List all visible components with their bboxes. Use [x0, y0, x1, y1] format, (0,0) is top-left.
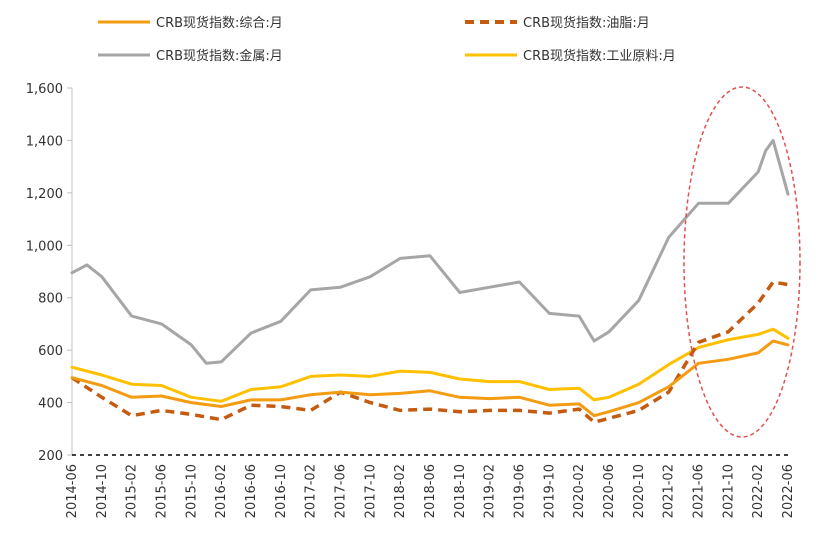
- x-tick-label: 2015-02: [125, 464, 140, 518]
- x-tick-label: 2014-06: [65, 464, 80, 518]
- x-tick-label: 2021-02: [662, 464, 677, 518]
- x-tick-label: 2020-06: [602, 464, 617, 518]
- x-tick-label: 2021-10: [721, 464, 736, 518]
- x-tick-label: 2018-10: [453, 464, 468, 518]
- x-tick-label: 2022-02: [751, 464, 766, 518]
- series-line-4: [70, 327, 790, 403]
- x-tick-label: 2019-06: [513, 464, 528, 518]
- x-tick-label: 2020-10: [632, 464, 647, 518]
- y-tick-label: 1,600: [26, 82, 63, 97]
- x-tick-label: 2019-10: [542, 464, 557, 518]
- y-tick-label: 1,400: [26, 134, 63, 149]
- x-tick-label: 2015-10: [184, 464, 199, 518]
- legend-label-3: CRB现货指数:金属:月: [156, 48, 283, 64]
- x-tick-label: 2021-06: [692, 464, 707, 518]
- x-tick-label: 2017-02: [304, 464, 319, 518]
- x-tick-label: 2018-02: [393, 464, 408, 518]
- legend-label-4: CRB现货指数:工业原料:月: [523, 48, 676, 64]
- y-axis: 200 400 600 800 1,000 1,200 1,400 1,600: [26, 82, 73, 464]
- x-tick-label: 2014-10: [95, 464, 110, 518]
- x-axis: 2014-06 2014-10 2015-02 2015-06 2015-10 2016-…: [65, 454, 796, 518]
- legend-label-1: CRB现货指数:综合:月: [156, 15, 283, 31]
- x-tick-label: 2017-10: [363, 464, 378, 518]
- legend: CRB现货指数:综合:月 CRB现货指数:油脂:月 CRB现货指数:金属:月 CRB现…: [98, 15, 676, 64]
- x-tick-label: 2018-06: [423, 464, 438, 518]
- y-tick-label: 800: [38, 292, 63, 307]
- x-tick-label: 2020-02: [572, 464, 587, 518]
- series-line-3: [70, 138, 790, 365]
- x-tick-label: 2022-06: [781, 464, 796, 518]
- series-layer: [70, 138, 790, 424]
- series-line-2: [71, 280, 789, 424]
- x-tick-label: 2016-06: [244, 464, 259, 518]
- x-tick-label: 2019-02: [483, 464, 498, 518]
- y-tick-label: 1,000: [26, 239, 63, 254]
- x-tick-label: 2016-02: [214, 464, 229, 518]
- x-tick-label: 2016-10: [274, 464, 289, 518]
- series-line-1: [70, 339, 790, 418]
- y-tick-label: 600: [38, 344, 63, 359]
- highlight-ellipse: [683, 86, 801, 438]
- x-tick-label: 2017-06: [334, 464, 349, 518]
- y-tick-label: 1,200: [26, 187, 63, 202]
- legend-label-2: CRB现货指数:油脂:月: [523, 15, 650, 31]
- x-tick-label: 2015-06: [155, 464, 170, 518]
- y-tick-label: 200: [38, 449, 63, 464]
- y-tick-label: 400: [38, 397, 63, 412]
